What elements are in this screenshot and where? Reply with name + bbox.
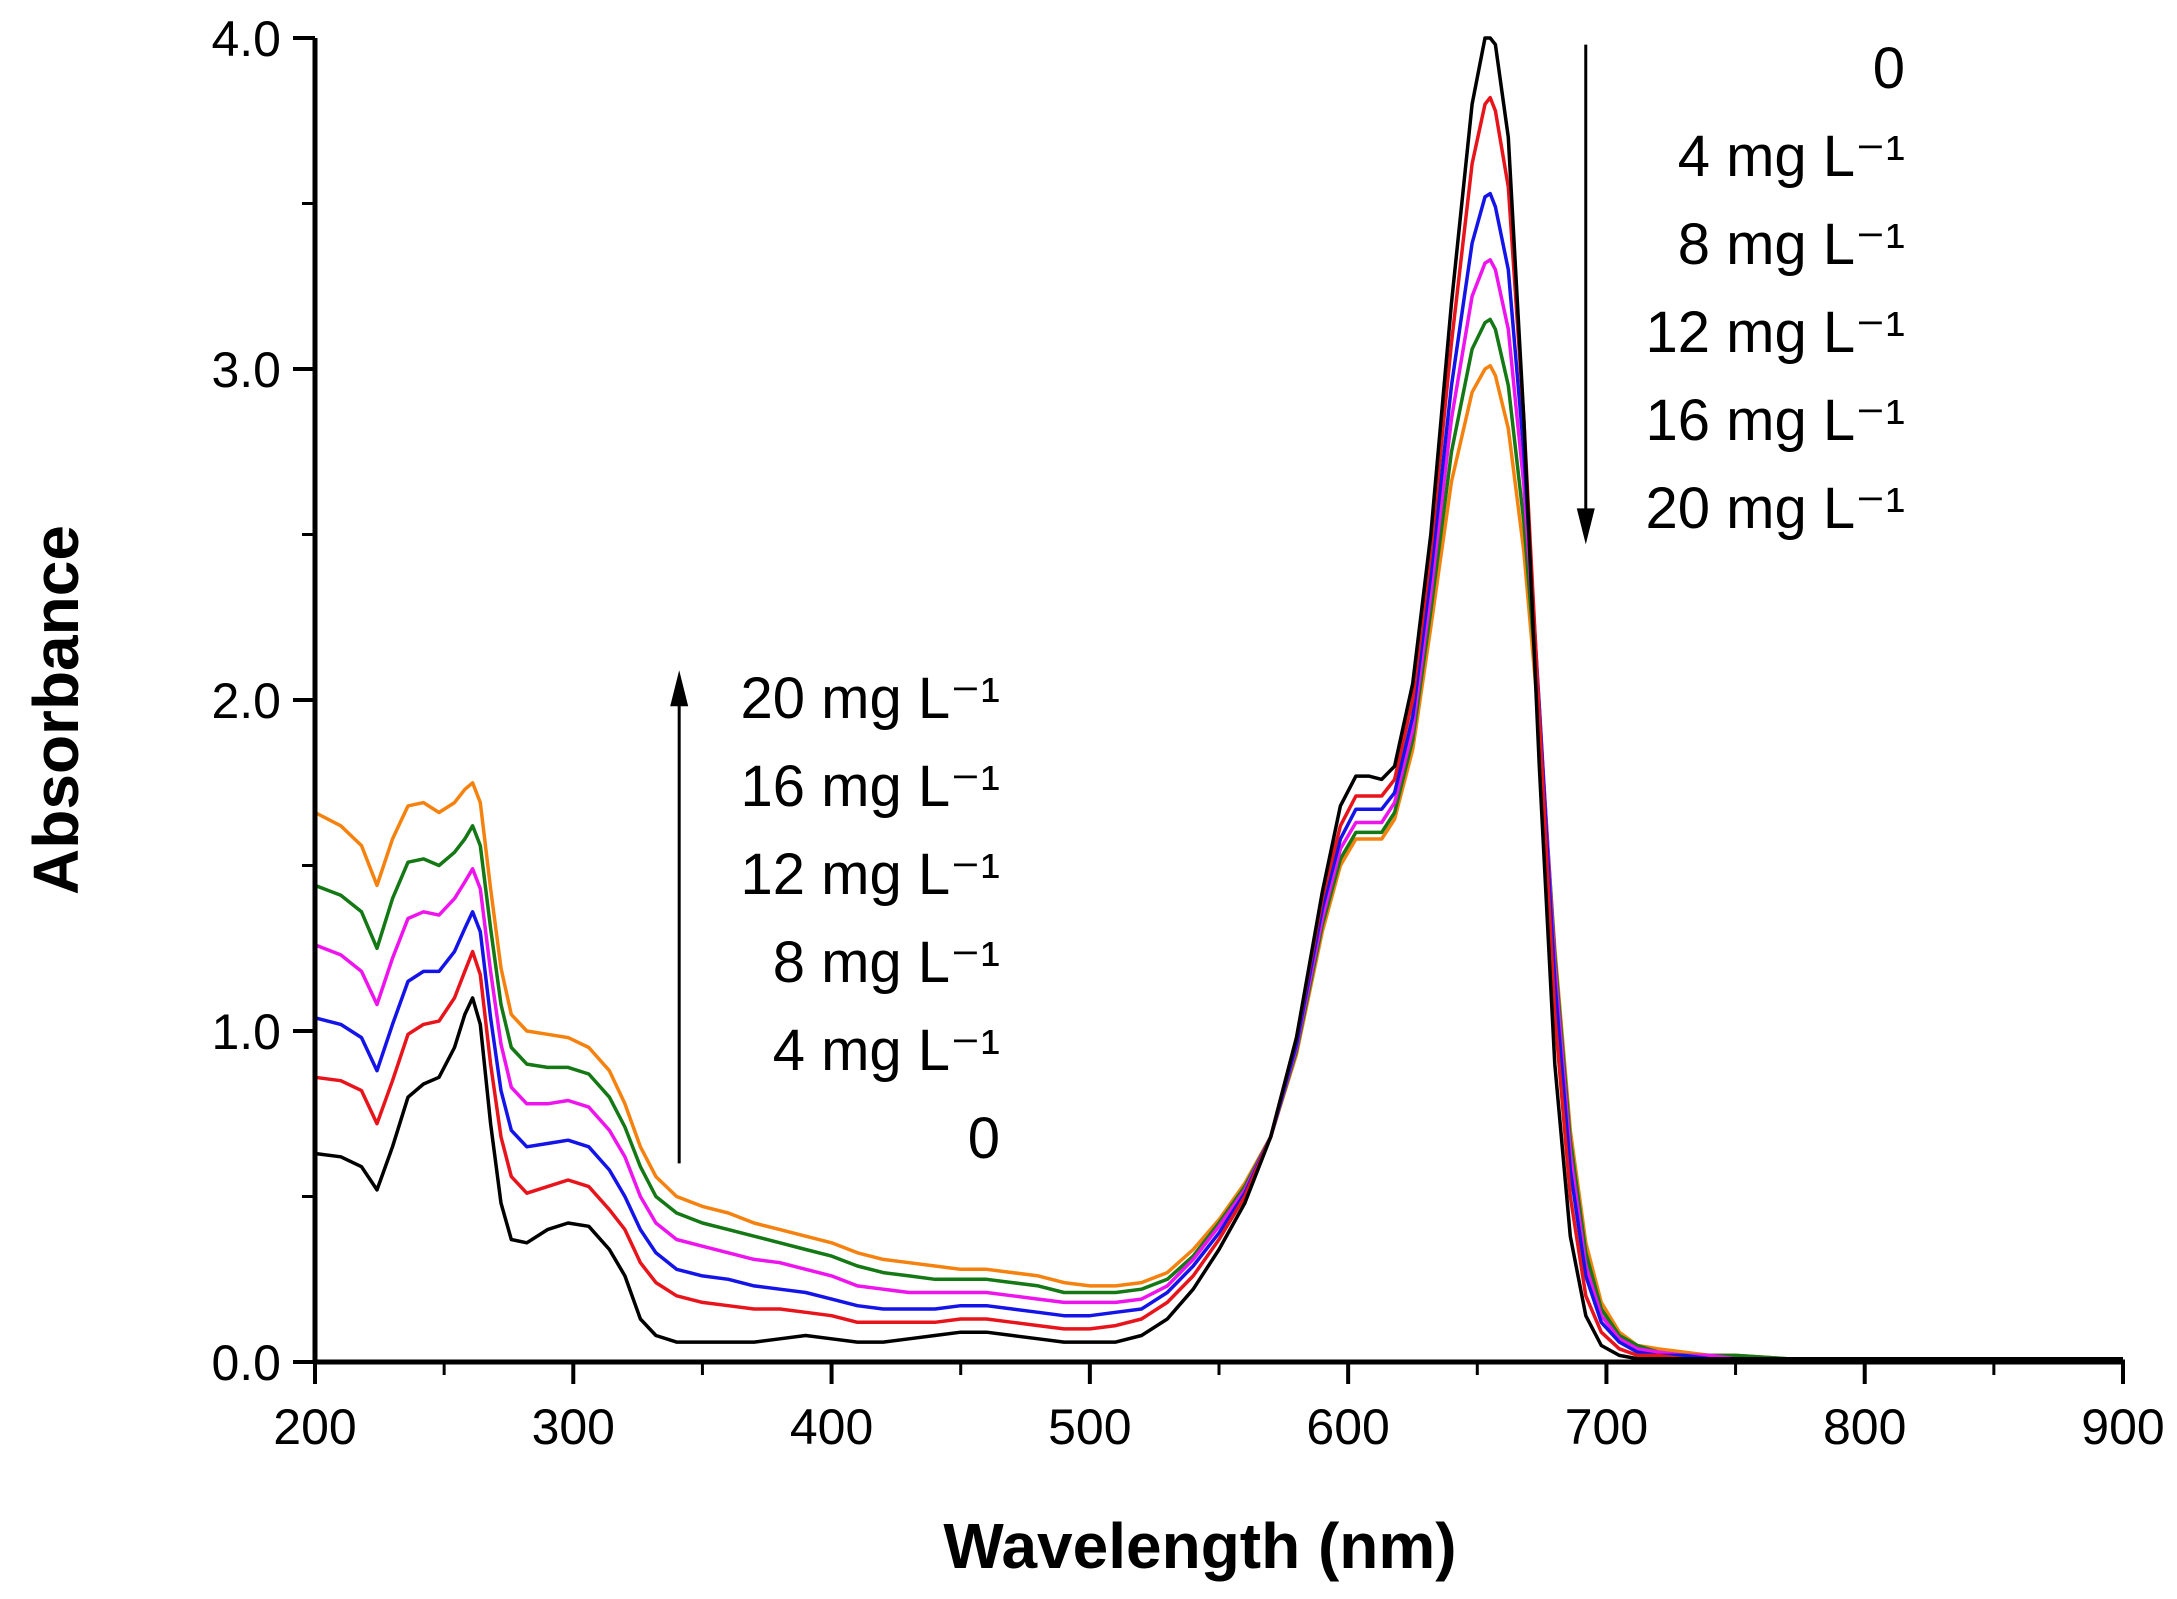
y-tick-label: 4.0 [211,11,281,67]
increasing-label: 8 mg L⁻¹ [773,930,1000,995]
series-group [314,36,2123,1361]
axes-group: 200 300 400 500 600 700 800 900 0.0 1.0 2.0 3.0 4.0 [211,11,2164,1455]
decreasing-label: 4 mg L⁻¹ [1678,124,1905,189]
x-tick-label: 600 [1306,1399,1389,1455]
increasing-label: 12 mg L⁻¹ [741,842,1001,907]
x-axis-title: Wavelength (nm) [943,1510,1456,1582]
x-ticks: 200 300 400 500 600 700 800 900 [273,1362,2165,1455]
annotations-group: 0 4 mg L⁻¹ 8 mg L⁻¹ 12 mg L⁻¹ 16 mg L⁻¹ 20 mg… [670,36,1905,1171]
y-tick-label: 2.0 [211,673,281,729]
series-line-4-mg-L [314,95,2123,1361]
x-tick-label: 200 [273,1399,356,1455]
y-tick-label: 3.0 [211,342,281,398]
increasing-label: 16 mg L⁻¹ [741,754,1001,819]
increasing-label: 0 [968,1106,1000,1171]
x-tick-label: 900 [2081,1399,2164,1455]
x-tick-label: 400 [790,1399,873,1455]
series-line-0 [314,36,2123,1361]
increasing-label: 4 mg L⁻¹ [773,1018,1000,1083]
increasing-label: 20 mg L⁻¹ [741,666,1001,731]
series-line-8-mg-L [314,191,2123,1361]
increasing-arrow-head [670,670,689,707]
x-tick-label: 300 [532,1399,615,1455]
decreasing-label: 0 [1873,36,1905,101]
decreasing-label: 20 mg L⁻¹ [1646,476,1906,541]
x-tick-label: 800 [1823,1399,1906,1455]
decreasing-arrow-head [1576,508,1595,545]
x-tick-label: 500 [1048,1399,1131,1455]
y-axis-title: Absorbance [20,525,92,895]
decreasing-label: 16 mg L⁻¹ [1646,388,1906,453]
y-tick-label: 1.0 [211,1004,281,1060]
y-ticks: 0.0 1.0 2.0 3.0 4.0 [211,11,315,1391]
decreasing-label: 12 mg L⁻¹ [1646,300,1906,365]
x-tick-label: 700 [1565,1399,1648,1455]
decreasing-label: 8 mg L⁻¹ [1678,212,1905,277]
y-tick-label: 0.0 [211,1335,281,1391]
